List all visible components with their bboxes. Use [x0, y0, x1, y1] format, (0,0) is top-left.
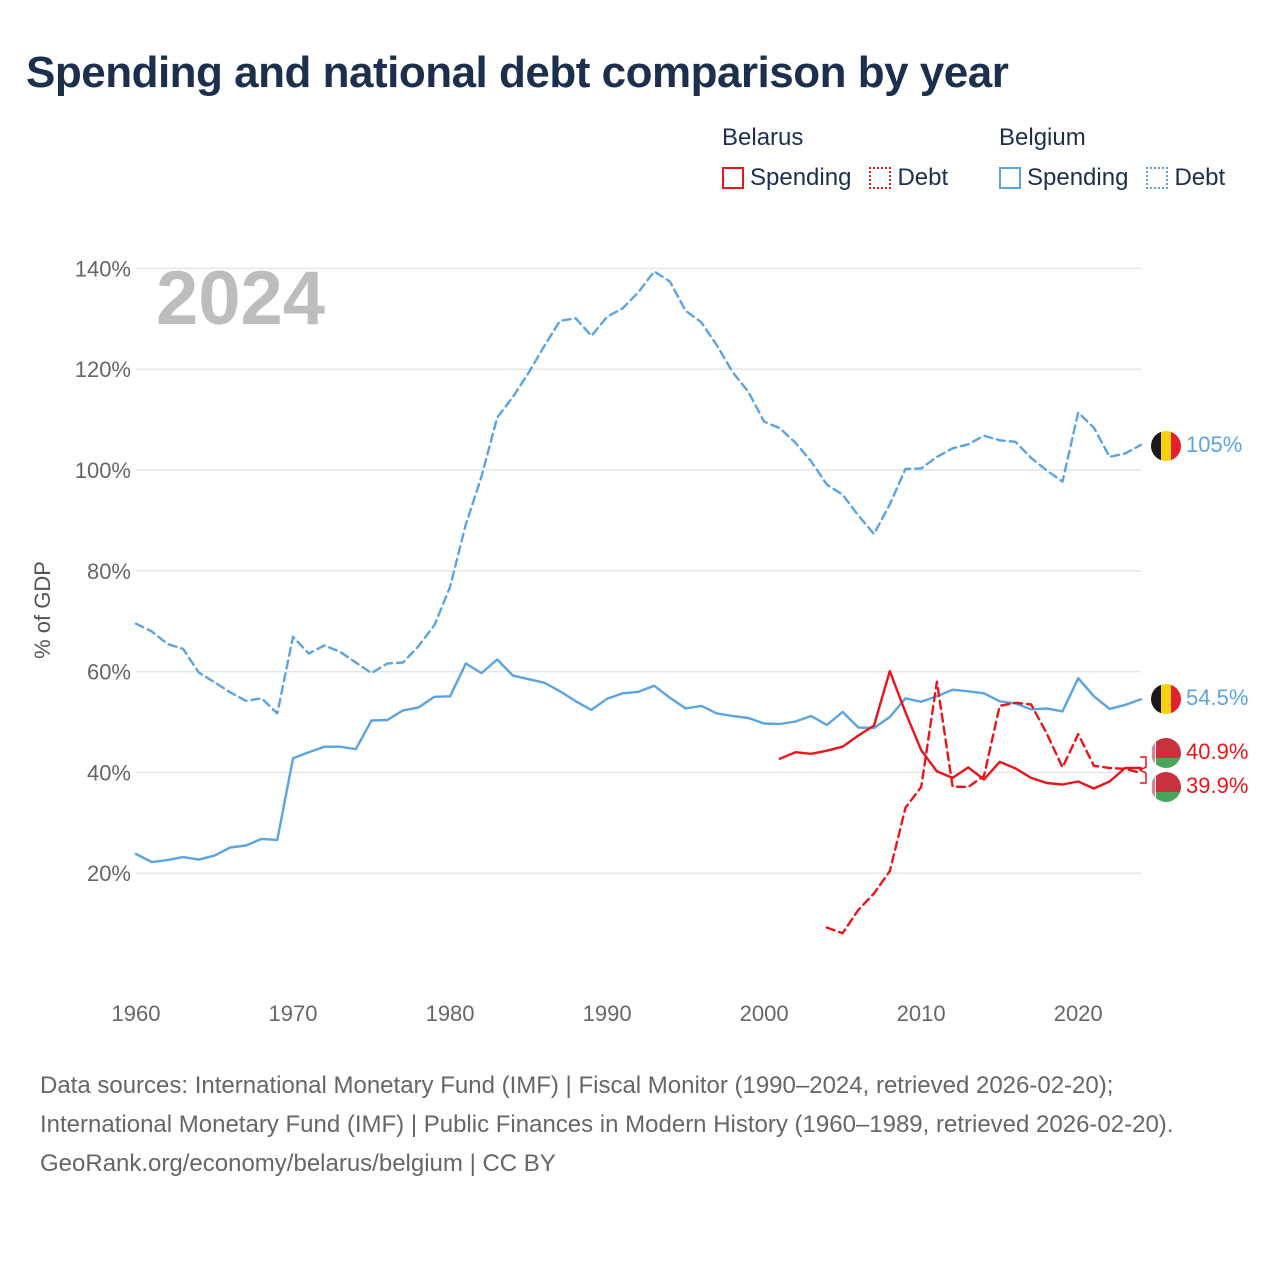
- series-line-belgium-spending[interactable]: [134, 658, 1143, 864]
- x-tick-label: 1960: [112, 1001, 161, 1026]
- legend-belgium-name: Belgium: [999, 124, 1086, 151]
- legend-belgium: Belgium Spending Debt: [999, 124, 1225, 192]
- end-label-belgium-spending: 54.5%: [1186, 685, 1248, 710]
- x-tick-label: 2000: [740, 1001, 789, 1026]
- belgium-flag-icon: [1151, 431, 1181, 461]
- belarus-flag-icon: [1151, 738, 1181, 768]
- legend-belarus-debt-label: Debt: [897, 164, 949, 191]
- belgium-flag-icon: [1151, 684, 1181, 714]
- y-tick-label: 20%: [87, 861, 131, 886]
- sources-text: Data sources: International Monetary Fun…: [40, 1072, 1174, 1138]
- sources-link[interactable]: GeoRank.org/economy/belarus/belgium | CC…: [40, 1150, 556, 1177]
- legend-belarus-debt-swatch: [869, 167, 892, 189]
- belarus-label-bracket: [1138, 756, 1147, 784]
- legend-belgium-spending-swatch: [999, 167, 1021, 189]
- legend-belgium-spending[interactable]: Spending: [999, 164, 1128, 192]
- end-label-belgium-debt: 105%: [1186, 432, 1242, 457]
- legend-belgium-debt[interactable]: Debt: [1146, 164, 1225, 192]
- legend-belarus-spending[interactable]: Spending: [722, 164, 851, 192]
- year-watermark: 2024: [156, 256, 325, 341]
- legend-belarus-debt[interactable]: Debt: [869, 164, 948, 192]
- x-tick-label: 1970: [269, 1001, 318, 1026]
- y-tick-label: 60%: [87, 660, 131, 685]
- series-line-belgium-debt[interactable]: [134, 270, 1143, 715]
- legend-belgium-debt-swatch: [1146, 167, 1169, 189]
- legend-belgium-debt-label: Debt: [1174, 164, 1226, 191]
- y-tick-label: 120%: [75, 357, 131, 382]
- y-tick-label: 80%: [87, 559, 131, 584]
- legend-belarus-name: Belarus: [722, 124, 804, 151]
- chart-title: Spending and national debt comparison by…: [26, 48, 1009, 97]
- y-tick-label: 140%: [75, 256, 131, 281]
- end-label-belarus-spending: 40.9%: [1186, 739, 1248, 764]
- x-tick-label: 1990: [583, 1001, 632, 1026]
- y-tick-label: 100%: [75, 458, 131, 483]
- legend-belarus: Belarus Spending Debt: [722, 124, 948, 192]
- x-tick-label: 1980: [426, 1001, 475, 1026]
- legend-belarus-spending-swatch: [722, 167, 744, 189]
- chart-plot: 20% 40% 60% 80% 100% 120% 140% 1960 1970 1980 199…: [30, 256, 1248, 1026]
- y-tick-label: 40%: [87, 760, 131, 785]
- series-line-belarus-debt[interactable]: [825, 680, 1143, 935]
- sources: Data sources: International Monetary Fun…: [40, 1066, 1240, 1183]
- legend-belarus-spending-label: Spending: [750, 164, 852, 191]
- end-label-belarus-debt: 39.9%: [1186, 773, 1248, 798]
- y-axis-label: % of GDP: [30, 561, 55, 659]
- series-line-belarus-spending[interactable]: [778, 669, 1143, 790]
- x-tick-label: 2010: [897, 1001, 946, 1026]
- legend-belgium-spending-label: Spending: [1027, 164, 1129, 191]
- belarus-flag-icon: [1151, 772, 1181, 802]
- x-tick-label: 2020: [1054, 1001, 1103, 1026]
